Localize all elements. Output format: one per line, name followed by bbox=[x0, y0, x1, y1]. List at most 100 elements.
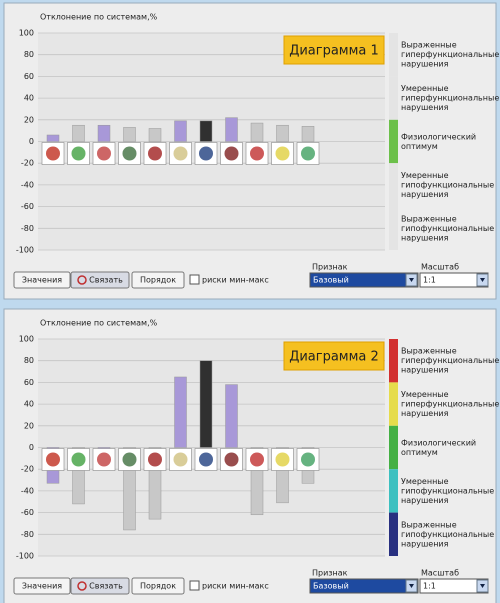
system-icon-glyph bbox=[199, 146, 213, 161]
system-icon-glyph bbox=[122, 146, 137, 161]
y-tick-label: -20 bbox=[21, 159, 34, 168]
checkbox-label: риски мин-макс bbox=[202, 276, 269, 285]
zone-label: Умеренные bbox=[401, 84, 449, 93]
y-tick-label: 100 bbox=[19, 29, 34, 38]
zone-label: нарушения bbox=[401, 366, 449, 375]
checkbox[interactable] bbox=[189, 580, 200, 591]
feature-value: Базовый bbox=[313, 582, 349, 591]
zone-label: Умеренные bbox=[401, 390, 449, 399]
scale-value: 1:1 bbox=[423, 582, 436, 591]
dropdown-arrow-glyph bbox=[480, 584, 485, 588]
button[interactable] bbox=[131, 271, 185, 289]
dropdown-arrow-glyph bbox=[409, 278, 414, 282]
system-icon-glyph bbox=[199, 452, 213, 467]
zone-label: Умеренные bbox=[401, 171, 449, 180]
system-icon-glyph bbox=[275, 452, 290, 467]
zone-label: гипофункциональные bbox=[401, 180, 494, 189]
bar bbox=[199, 360, 213, 448]
button-label: Связать bbox=[89, 276, 123, 285]
zone-swatch bbox=[389, 469, 398, 513]
system-icon-glyph bbox=[250, 452, 264, 467]
scale-value: 1:1 bbox=[423, 276, 436, 285]
y-tick-label: -60 bbox=[21, 202, 34, 211]
y-tick-label: 20 bbox=[24, 115, 34, 124]
y-tick-label: 80 bbox=[24, 356, 34, 365]
zone-swatch bbox=[389, 119, 398, 164]
y-tick-label: -40 bbox=[21, 180, 34, 189]
y-tick-label: -80 bbox=[21, 224, 34, 233]
bar bbox=[276, 124, 289, 142]
annotation-box bbox=[283, 341, 385, 371]
zone-label: Выраженные bbox=[401, 214, 457, 223]
feature-value: Базовый bbox=[313, 276, 349, 285]
bar bbox=[46, 134, 60, 142]
y-tick-label: -60 bbox=[21, 508, 34, 517]
system-icon-glyph bbox=[275, 146, 290, 161]
zone-label: Физиологический bbox=[401, 438, 476, 447]
y-tick-label: 60 bbox=[24, 72, 34, 81]
button[interactable] bbox=[13, 577, 71, 595]
button[interactable] bbox=[13, 271, 71, 289]
system-icon-glyph bbox=[71, 146, 86, 161]
zone-label: нарушения bbox=[401, 103, 449, 112]
zone-swatch bbox=[389, 339, 398, 383]
y-tick-label: 60 bbox=[24, 378, 34, 387]
system-icon-glyph bbox=[71, 452, 86, 467]
feature-select[interactable] bbox=[309, 272, 419, 288]
bar bbox=[199, 120, 213, 142]
zone-swatch bbox=[389, 382, 398, 426]
system-icon-glyph bbox=[173, 452, 188, 467]
annotation: Диаграмма 2 bbox=[289, 350, 379, 365]
y-tick-label: -40 bbox=[21, 486, 34, 495]
zone-label: нарушения bbox=[401, 60, 449, 69]
zone-label: Выраженные bbox=[401, 520, 457, 529]
chart-title: Отклонение по системам,% bbox=[40, 13, 158, 22]
y-tick-label: -20 bbox=[21, 465, 34, 474]
button-label: Значения bbox=[22, 276, 62, 285]
zone-swatch bbox=[389, 425, 398, 470]
zone-label: гиперфункциональные bbox=[401, 400, 499, 409]
button[interactable] bbox=[70, 271, 130, 289]
button-label: Порядок bbox=[140, 582, 176, 591]
zone-label: нарушения bbox=[401, 233, 449, 242]
y-tick-label: 20 bbox=[24, 421, 34, 430]
bar bbox=[301, 126, 315, 142]
feature-select[interactable] bbox=[309, 578, 419, 594]
zone-swatch bbox=[389, 163, 398, 207]
system-icon-glyph bbox=[301, 146, 315, 161]
y-tick-label: 80 bbox=[24, 50, 34, 59]
zone-label: нарушения bbox=[401, 539, 449, 548]
zone-swatch bbox=[389, 206, 398, 250]
annotation: Диаграмма 1 bbox=[289, 44, 379, 59]
zone-label: нарушения bbox=[401, 496, 449, 505]
y-tick-label: 0 bbox=[29, 137, 34, 146]
y-tick-label: 100 bbox=[19, 335, 34, 344]
y-tick-label: -100 bbox=[16, 552, 34, 561]
button[interactable] bbox=[70, 577, 130, 595]
zone-label: гипофункциональные bbox=[401, 486, 494, 495]
bar bbox=[72, 124, 85, 142]
zone-swatch bbox=[389, 33, 398, 77]
button[interactable] bbox=[131, 577, 185, 595]
link-icon bbox=[77, 275, 87, 285]
bar bbox=[250, 122, 264, 142]
feature-label: Признак bbox=[312, 569, 348, 578]
y-tick-label: 40 bbox=[24, 94, 34, 103]
bar bbox=[174, 376, 187, 448]
bar bbox=[225, 384, 238, 448]
zone-label: Умеренные bbox=[401, 477, 449, 486]
system-icon-glyph bbox=[46, 146, 60, 161]
zone-label: гиперфункциональные bbox=[401, 356, 499, 365]
system-icon-glyph bbox=[148, 452, 162, 467]
system-icon-glyph bbox=[173, 146, 188, 161]
button-label: Порядок bbox=[140, 276, 176, 285]
system-icon-glyph bbox=[97, 146, 111, 161]
system-icon-glyph bbox=[250, 146, 264, 161]
system-icon-glyph bbox=[122, 452, 137, 467]
zone-label: Выраженные bbox=[401, 347, 457, 356]
feature-label: Признак bbox=[312, 263, 348, 272]
zone-swatch bbox=[389, 512, 398, 556]
checkbox[interactable] bbox=[189, 274, 200, 285]
